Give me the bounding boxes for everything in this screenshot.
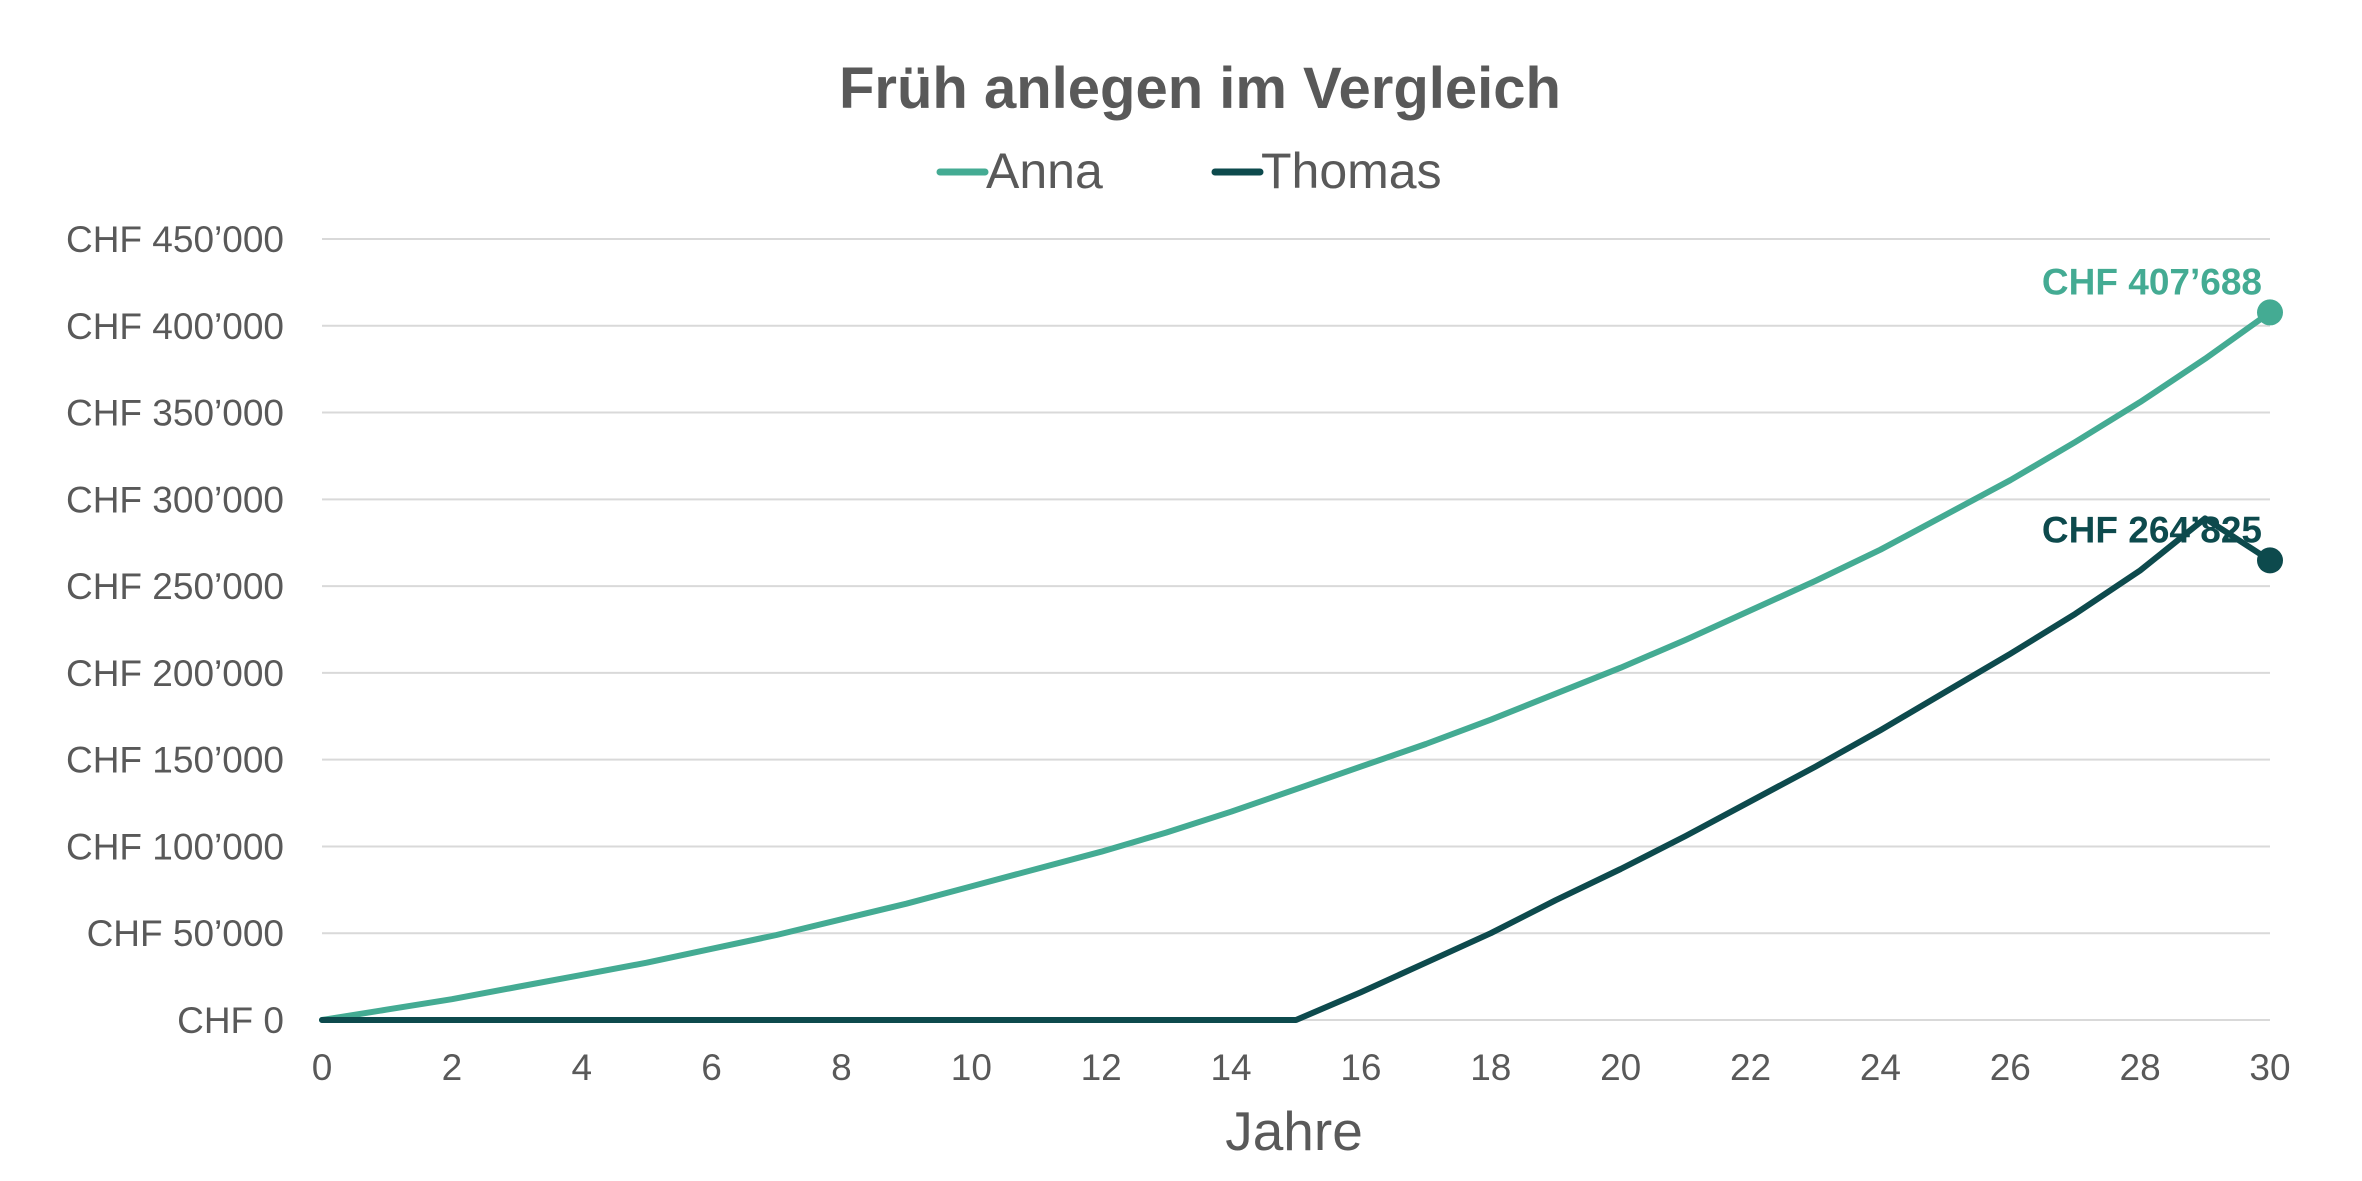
x-tick-label: 4	[571, 1047, 592, 1088]
x-tick-label: 22	[1730, 1047, 1771, 1088]
y-tick-label: CHF 300’000	[66, 479, 284, 520]
y-tick-label: CHF 450’000	[66, 219, 284, 260]
series-line-anna	[319, 309, 2273, 1023]
y-tick-label: CHF 0	[177, 1000, 284, 1041]
x-tick-label: 24	[1860, 1047, 1901, 1088]
x-tick-label: 10	[951, 1047, 992, 1088]
y-tick-label: CHF 400’000	[66, 306, 284, 347]
end-labels: CHF 407’688 CHF 264’825	[2042, 261, 2262, 550]
y-tick-label: CHF 250’000	[66, 566, 284, 607]
legend-label-anna: Anna	[986, 143, 1103, 199]
series-line-thomas	[319, 515, 2273, 1023]
x-tick-label: 18	[1470, 1047, 1511, 1088]
x-tick-label: 20	[1600, 1047, 1641, 1088]
x-tick-label: 2	[442, 1047, 463, 1088]
x-tick-label: 26	[1990, 1047, 2031, 1088]
end-label-anna: CHF 407’688	[2042, 261, 2262, 302]
x-tick-label: 16	[1340, 1047, 1381, 1088]
chart-title: Früh anlegen im Vergleich	[839, 56, 1561, 121]
x-axis-title: Jahre	[1225, 1100, 1363, 1162]
x-tick-label: 8	[831, 1047, 852, 1088]
end-marker-anna	[2257, 299, 2283, 326]
x-tick-label: 30	[2249, 1047, 2290, 1088]
x-axis-ticks: 0 2 4 6 8 10 12 14 16 18 20 22 24 26 28 30	[312, 1047, 2291, 1088]
y-axis-ticks: CHF 0 CHF 50’000 CHF 100’000 CHF 150’000 CHF…	[66, 219, 284, 1041]
x-tick-label: 14	[1210, 1047, 1251, 1088]
end-label-thomas: CHF 264’825	[2042, 509, 2262, 550]
x-tick-label: 6	[701, 1047, 722, 1088]
y-tick-label: CHF 100’000	[66, 826, 284, 867]
y-tick-label: CHF 200’000	[66, 653, 284, 694]
end-marker-thomas	[2257, 547, 2283, 574]
legend: Anna Thomas	[936, 143, 1442, 199]
y-tick-label: CHF 350’000	[66, 393, 284, 434]
legend-label-thomas: Thomas	[1261, 143, 1442, 199]
y-tick-label: CHF 150’000	[66, 740, 284, 781]
gridlines	[322, 238, 2270, 1021]
x-tick-label: 12	[1081, 1047, 1122, 1088]
x-tick-label: 28	[2120, 1047, 2161, 1088]
series	[319, 299, 2283, 1023]
y-tick-label: CHF 50’000	[87, 913, 284, 954]
x-tick-label: 0	[312, 1047, 333, 1088]
